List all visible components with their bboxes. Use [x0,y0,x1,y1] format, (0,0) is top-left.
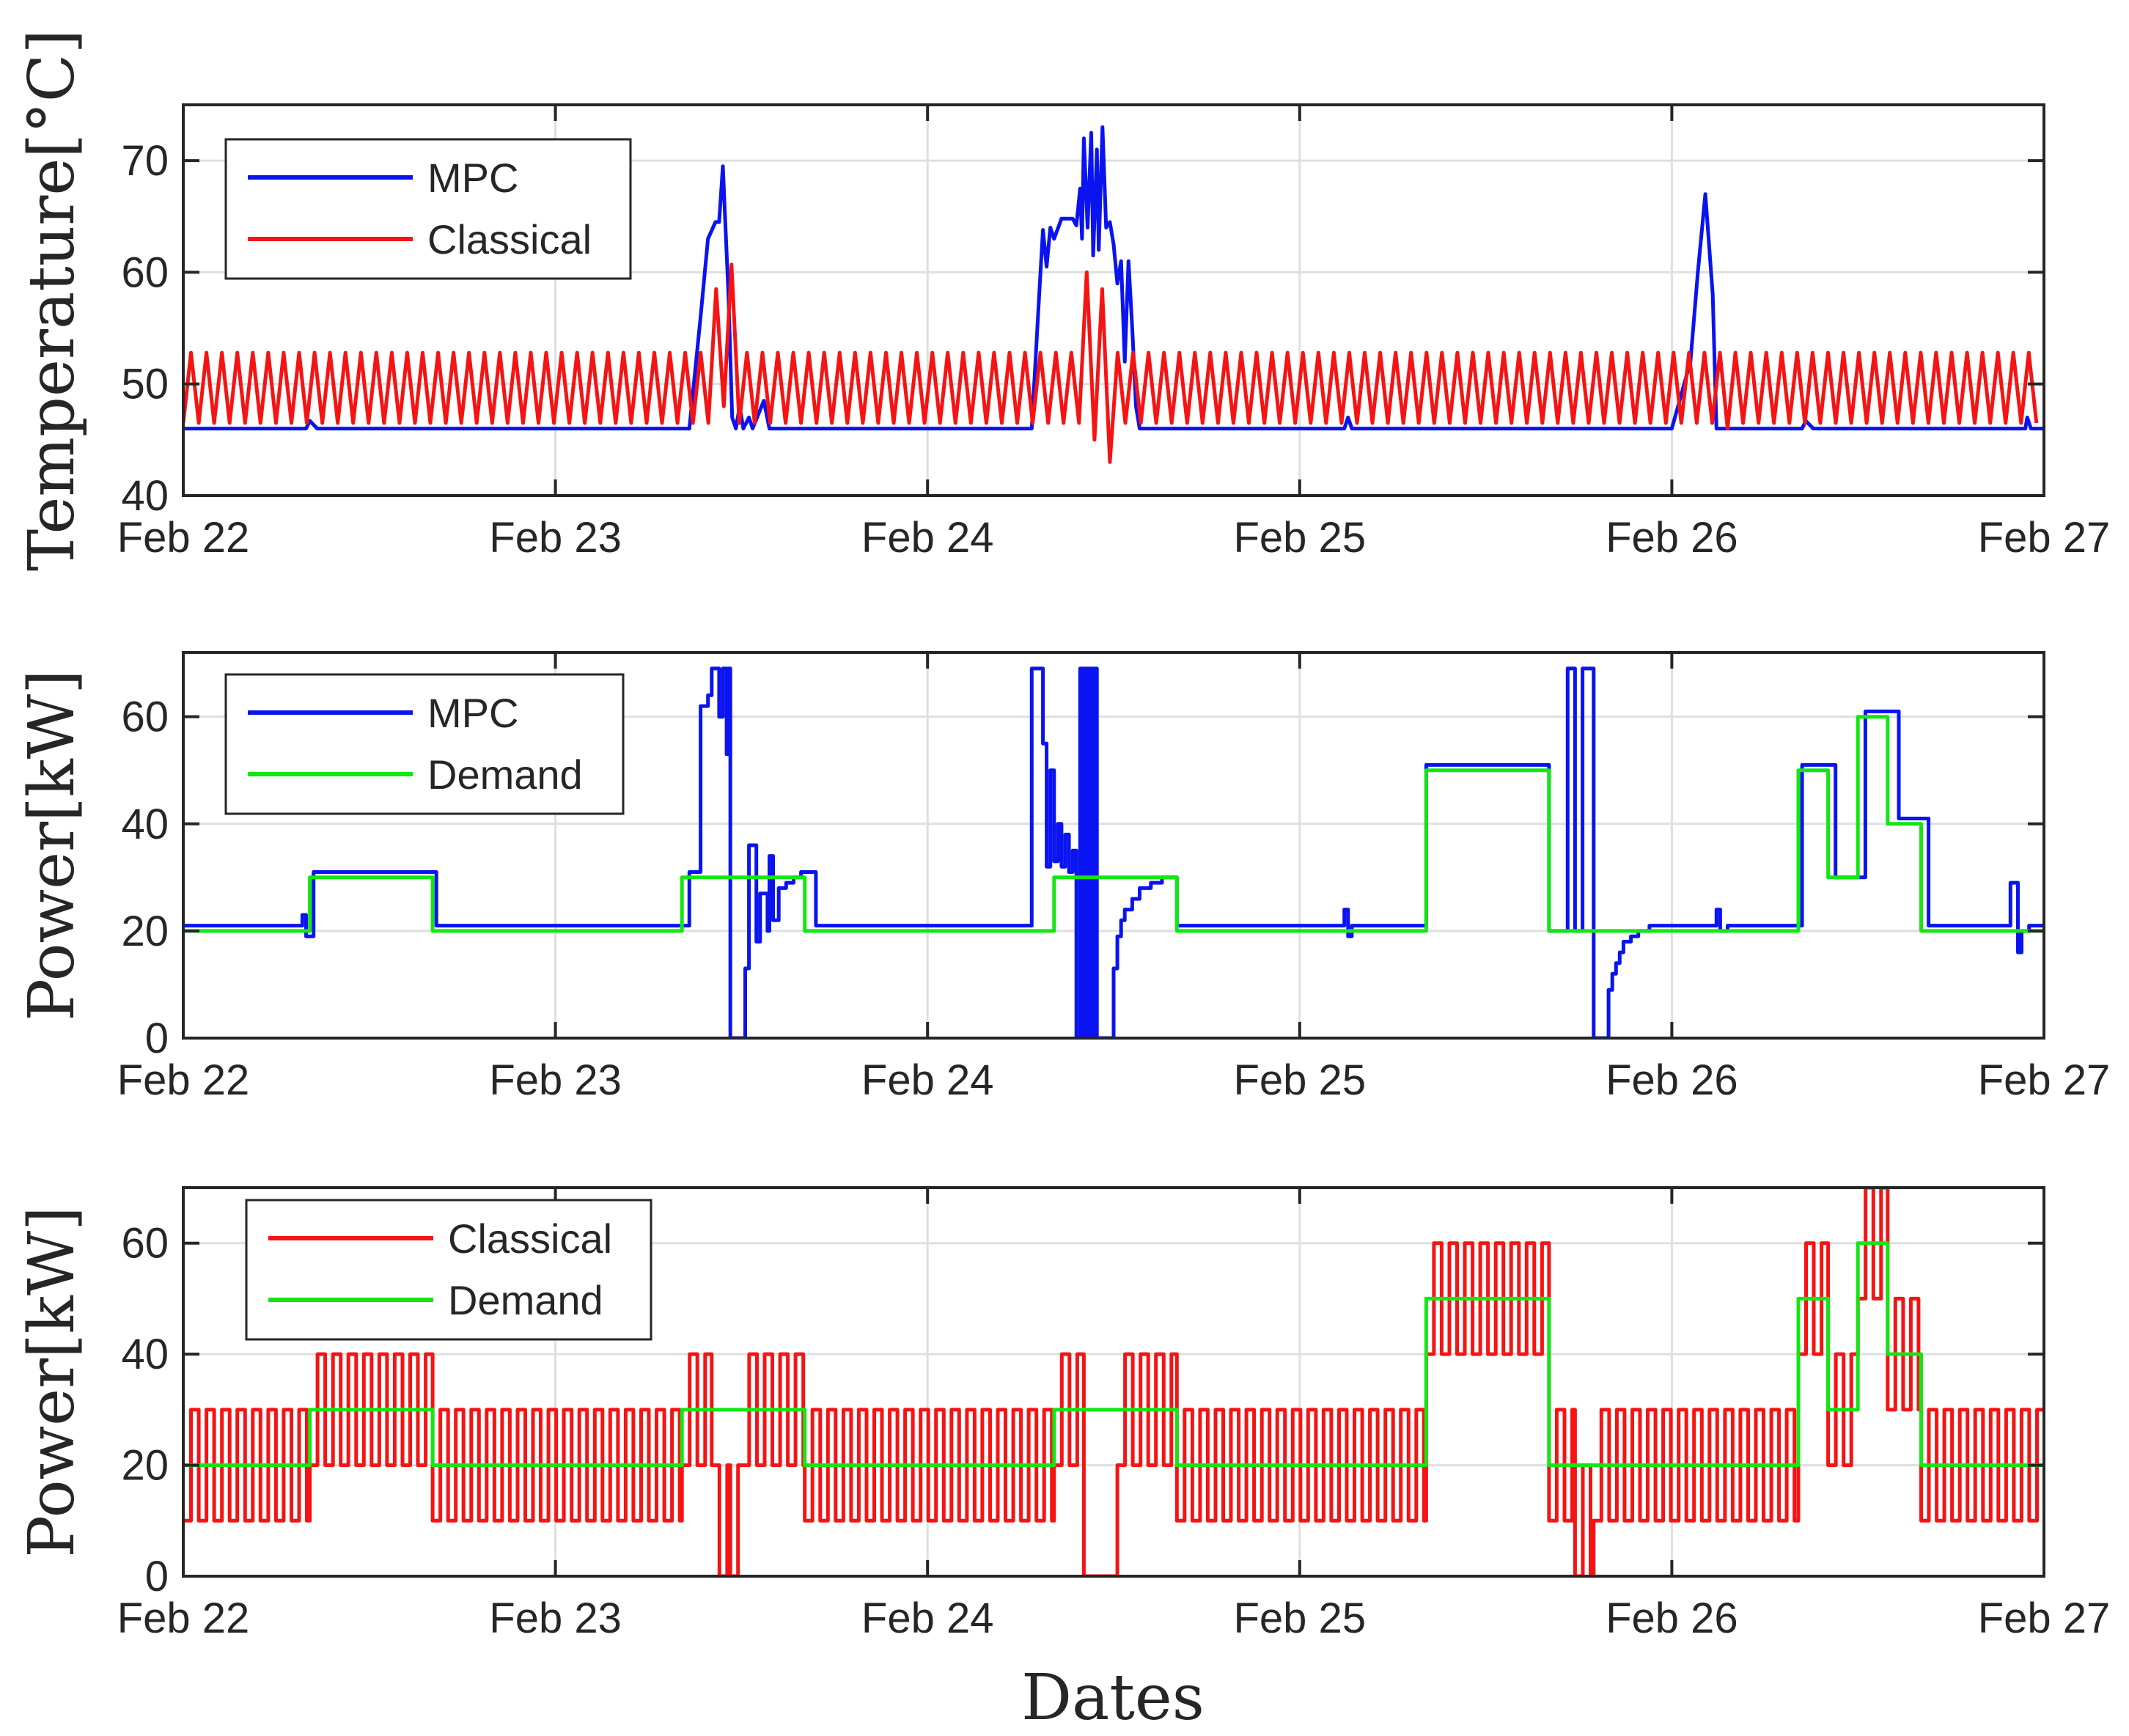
y-tick-label: 60 [121,1220,169,1268]
x-tick-label: Feb 25 [1234,1056,1367,1104]
x-tick-label: Feb 23 [489,514,622,562]
y-tick-label: 0 [145,1015,169,1062]
panel-1: Feb 22 Feb 23 Feb 24 Feb 25 Feb 26 Feb 27 40 50… [15,29,2110,571]
legend-label-mpc: MPC [427,155,518,201]
legend-box [224,138,632,280]
x-tick-label: Feb 22 [117,1595,250,1642]
x-tick-label: Feb 27 [1978,514,2111,562]
series-classical-line [183,262,2039,464]
axes-box [182,651,2045,1040]
y-axis-label: Power[kW] [15,1206,89,1557]
x-tick-label: Feb 27 [1978,1595,2111,1642]
legend: Classical Demand [245,1199,652,1341]
y-tick-label: 0 [145,1553,169,1600]
x-tick-label: Feb 23 [489,1056,622,1104]
series-mpc-line [183,666,2044,1038]
x-tick-label: Feb 22 [117,514,250,562]
panels: Feb 22 Feb 23 Feb 24 Feb 25 Feb 26 Feb 27 40 50… [15,29,2110,1642]
legend-label-demand: Demand [448,1277,603,1323]
x-tick-label: Feb 22 [117,1056,250,1104]
legend-label-classical: Classical [448,1215,612,1262]
plot-area [183,125,2044,464]
y-tick-label: 20 [121,1442,169,1490]
legend-label-mpc: MPC [427,690,518,736]
legend-label-classical: Classical [427,216,592,262]
legend: MPC Classical [224,138,632,280]
x-tick-label: Feb 24 [861,1056,994,1104]
y-tick-label: 40 [121,801,169,848]
series-demand-line [183,1241,2044,1468]
y-axis-label: Temperature[°C] [15,29,89,571]
x-tick-label: Feb 26 [1606,1595,1738,1642]
x-tick-label: Feb 25 [1234,514,1367,562]
x-tick-label: Feb 23 [489,1595,622,1642]
y-tick-label: 40 [121,1331,169,1378]
axes-box [182,103,2045,497]
y-axis-label: Power[kW] [15,669,89,1020]
x-tick-label: Feb 26 [1606,1056,1738,1104]
axes-box [182,1186,2045,1578]
panel-2: Feb 22 Feb 23 Feb 24 Feb 25 Feb 26 Feb 27 0 20 4… [15,651,2111,1104]
x-tick-label: Feb 24 [861,514,994,562]
figure-xlabel: Dates [1021,1661,1205,1735]
y-tick-label: 20 [121,908,169,955]
series-classical-line [183,1188,2044,1576]
plot-area [183,666,2044,1038]
series-demand-line [183,715,2044,933]
panel-3: Feb 22 Feb 23 Feb 24 Feb 25 Feb 26 Feb 27 0 20 4… [15,1186,2111,1642]
x-tick-label: Feb 27 [1978,1056,2111,1104]
series-mpc-line [183,125,2044,431]
y-tick-label: 50 [121,361,169,408]
x-tick-label: Feb 25 [1234,1595,1367,1642]
plot-area [183,1188,2044,1576]
legend: MPC Demand [224,673,625,815]
x-tick-label: Feb 26 [1606,514,1738,562]
legend-box [224,673,625,815]
legend-box [245,1199,652,1341]
y-tick-label: 40 [121,472,169,520]
y-tick-label: 70 [121,137,169,185]
x-tick-label: Feb 24 [861,1595,994,1642]
legend-label-demand: Demand [427,751,583,798]
y-tick-label: 60 [121,249,169,296]
y-tick-label: 60 [121,694,169,741]
